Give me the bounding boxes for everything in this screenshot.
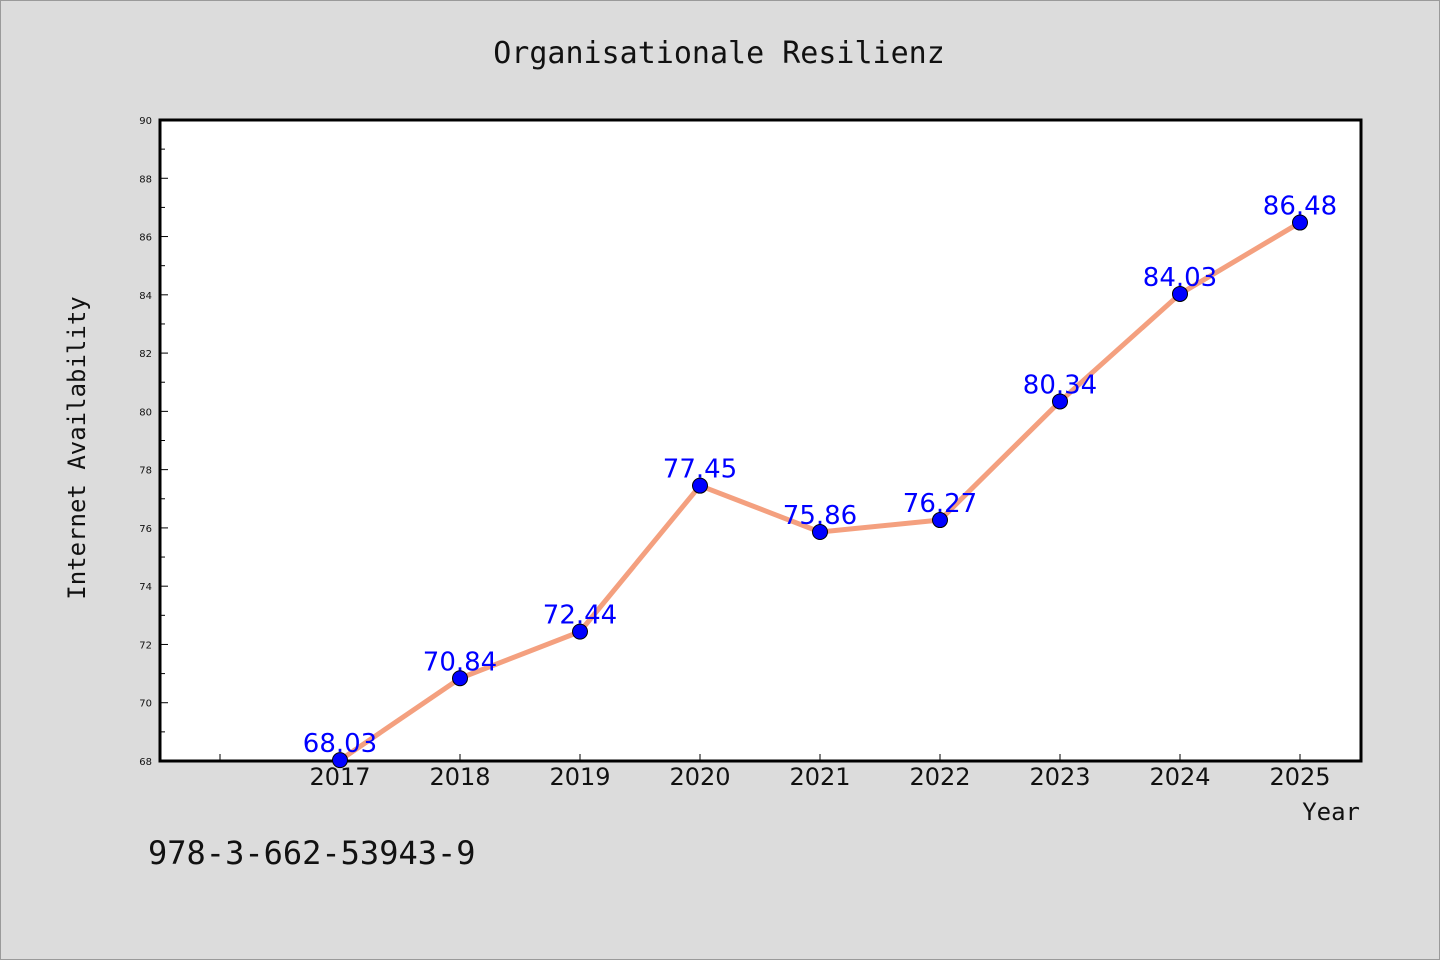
y-tick-label: 70: [139, 699, 152, 710]
data-label: 76.27: [903, 489, 977, 519]
data-point: [1172, 285, 1188, 302]
y-tick-label: 72: [139, 640, 152, 651]
chart-title: Organisationale Resilienz: [493, 36, 945, 71]
y-tick-label: 78: [139, 466, 152, 477]
y-tick-label: 86: [139, 233, 152, 244]
data-label: 86.48: [1263, 192, 1337, 222]
x-tick-label: 2025: [1269, 763, 1330, 791]
x-tick-label: 2021: [789, 763, 850, 791]
data-label: 68.03: [303, 729, 377, 759]
data-label: 80.34: [1023, 370, 1097, 400]
data-point: [692, 477, 708, 494]
y-tick-label: 76: [139, 524, 152, 535]
x-tick-label: 2022: [909, 763, 970, 791]
x-tick-label: 2024: [1149, 763, 1210, 791]
data-point: [1292, 214, 1308, 231]
data-point: [932, 512, 948, 529]
data-point: [1052, 393, 1068, 410]
data-markers: [332, 214, 1308, 769]
y-tick-label: 74: [139, 582, 152, 593]
y-tick-label: 88: [139, 174, 152, 185]
x-tick-label: 2023: [1029, 763, 1090, 791]
x-tick-label: 2018: [429, 763, 490, 791]
data-point: [452, 670, 468, 687]
y-tick-label: 90: [139, 116, 152, 127]
x-tick-label: 2020: [669, 763, 730, 791]
data-label: 84.03: [1143, 263, 1217, 293]
footnote-isbn: 978-3-662-53943-9: [148, 834, 476, 872]
y-tick-label: 80: [139, 407, 152, 418]
y-tick-label: 82: [139, 349, 152, 360]
y-axis-label: Internet Availability: [63, 296, 91, 599]
data-label: 77.45: [663, 455, 737, 485]
data-point: [572, 623, 588, 640]
x-axis: 2017 2018 2019 2020 2021 2022 2023 2024 2025: [219, 754, 1331, 791]
data-labels: 68.03 70.84 72.44 77.45 75.86 76.27 80.34 84.03…: [303, 192, 1337, 760]
data-label: 72.44: [543, 601, 617, 631]
plot-area: [158, 118, 1363, 763]
data-point: [332, 752, 348, 769]
data-label: 75.86: [783, 501, 857, 531]
data-point: [812, 523, 828, 540]
y-tick-label: 84: [139, 291, 152, 302]
data-label: 70.84: [423, 647, 497, 677]
x-axis-label: Year: [1302, 798, 1360, 826]
x-tick-label: 2019: [549, 763, 610, 791]
y-axis: 68 70 72 74 76 78 80 82 84 86 88 90: [139, 116, 168, 768]
y-tick-label: 68: [139, 757, 152, 768]
